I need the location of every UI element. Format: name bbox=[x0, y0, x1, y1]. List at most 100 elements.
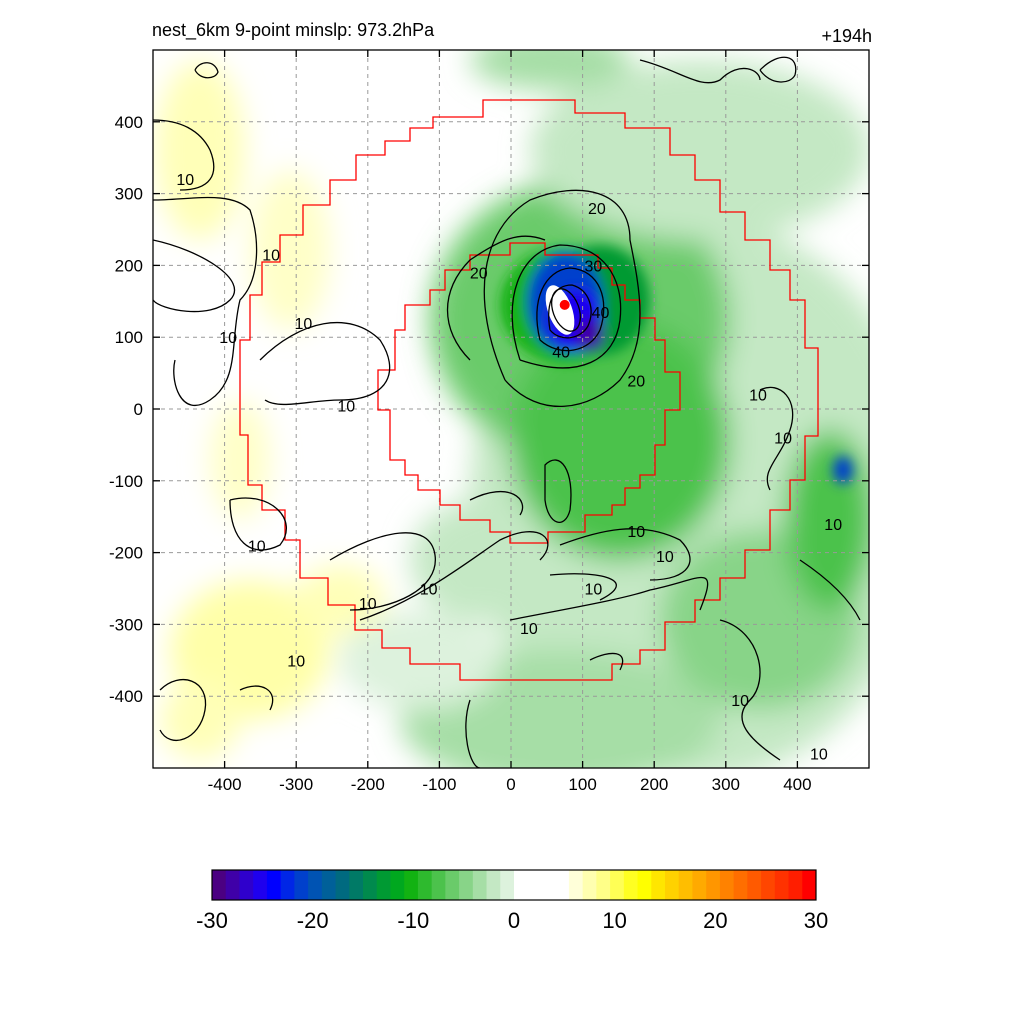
colorbar-tick-label: -10 bbox=[397, 908, 429, 933]
colorbar-swatch bbox=[349, 870, 364, 900]
y-tick-label: -200 bbox=[109, 544, 143, 563]
contour-lines bbox=[153, 56, 861, 768]
contour-label: 10 bbox=[810, 747, 828, 764]
x-tick-label: 400 bbox=[783, 775, 811, 794]
x-tick-label: -300 bbox=[279, 775, 313, 794]
contour-label: 10 bbox=[627, 524, 645, 541]
colorbar-swatch bbox=[266, 870, 282, 900]
contour-label: 10 bbox=[774, 431, 792, 448]
contour-label: 20 bbox=[627, 373, 645, 390]
colorbar-swatch bbox=[280, 870, 295, 900]
colorbar-swatch bbox=[294, 870, 309, 900]
contour-label: 10 bbox=[656, 549, 674, 566]
contour-label: 20 bbox=[470, 266, 488, 283]
colorbar-swatch bbox=[390, 870, 405, 900]
contour-label: 10 bbox=[248, 538, 266, 555]
y-tick-label: -300 bbox=[109, 615, 143, 634]
colorbar-tick-label: -30 bbox=[196, 908, 228, 933]
contour-label: 10 bbox=[294, 316, 312, 333]
x-tick-label: 100 bbox=[568, 775, 596, 794]
colorbar-tick-label: 20 bbox=[703, 908, 727, 933]
contour-label: 20 bbox=[588, 201, 606, 218]
contour-label: 10 bbox=[219, 330, 237, 347]
colorbar-swatch bbox=[308, 870, 323, 900]
colorbar-swatch bbox=[417, 870, 433, 900]
colorbar-swatch bbox=[774, 870, 790, 900]
colorbar-swatch bbox=[541, 870, 556, 900]
colorbar-swatch bbox=[802, 870, 817, 900]
colorbar-swatch bbox=[404, 870, 419, 900]
colorbar-swatch bbox=[568, 870, 584, 900]
y-tick-label: 200 bbox=[115, 256, 143, 275]
x-tick-label: 200 bbox=[640, 775, 668, 794]
colorbar-swatch bbox=[514, 870, 529, 900]
colorbar-swatch bbox=[733, 870, 748, 900]
y-tick-label: -400 bbox=[109, 687, 143, 706]
colorbar-swatch bbox=[637, 870, 652, 900]
y-tick-label: 300 bbox=[115, 185, 143, 204]
contour-label: 10 bbox=[287, 653, 305, 670]
colorbar-swatch bbox=[212, 870, 227, 900]
colorbar-swatch bbox=[445, 870, 460, 900]
colorbar-tick-label: -20 bbox=[297, 908, 329, 933]
contour-label: 10 bbox=[749, 388, 767, 405]
contour-label: 10 bbox=[420, 582, 438, 599]
colorbar-swatch bbox=[225, 870, 240, 900]
colorbar-swatch bbox=[678, 870, 693, 900]
contour-label: 30 bbox=[584, 258, 602, 275]
colorbar-tick-label: 10 bbox=[602, 908, 626, 933]
colorbar-swatch bbox=[472, 870, 488, 900]
colorbar-swatch bbox=[363, 870, 378, 900]
colorbar-tick-label: 30 bbox=[804, 908, 828, 933]
colorbar-swatch bbox=[527, 870, 542, 900]
contour-label: 10 bbox=[824, 517, 842, 534]
colorbar-swatch bbox=[623, 870, 639, 900]
colorbar-swatch bbox=[692, 870, 707, 900]
wind-field bbox=[153, 50, 869, 768]
colorbar-swatch bbox=[706, 870, 721, 900]
contour-label: 10 bbox=[731, 693, 749, 710]
colorbar-swatch bbox=[719, 870, 735, 900]
contour-label: 40 bbox=[552, 345, 570, 362]
x-tick-label: 300 bbox=[712, 775, 740, 794]
colorbar-swatch bbox=[253, 870, 268, 900]
axis-ticks: -400 -300 -200 -100 0 100 200 300 400 400 300 200 10… bbox=[109, 50, 869, 794]
colorbar-swatch bbox=[596, 870, 611, 900]
x-tick-label: -100 bbox=[422, 775, 456, 794]
contour-labels: 20 20 20 30 40 40 10 10 10 10 10 10 10 10 10 10 10 10 10 10… bbox=[176, 172, 842, 763]
x-tick-label: 0 bbox=[506, 775, 515, 794]
colorbar-swatch bbox=[486, 870, 501, 900]
y-tick-label: -100 bbox=[109, 472, 143, 491]
colorbar-swatch bbox=[665, 870, 680, 900]
colorbar-swatch bbox=[555, 870, 570, 900]
contour-label: 10 bbox=[176, 172, 194, 189]
colorbar-swatch bbox=[335, 870, 350, 900]
colorbar-frame bbox=[211, 869, 817, 901]
colorbar-swatch bbox=[239, 870, 254, 900]
y-tick-label: 100 bbox=[115, 328, 143, 347]
colorbar-swatch bbox=[321, 870, 337, 900]
colorbar-swatch bbox=[747, 870, 762, 900]
colorbar-swatch bbox=[376, 870, 391, 900]
contour-label: 10 bbox=[520, 621, 538, 638]
contour-label: 10 bbox=[262, 248, 280, 265]
contour-label: 40 bbox=[592, 305, 610, 322]
colorbar-swatch bbox=[761, 870, 776, 900]
colorbar-swatch bbox=[582, 870, 597, 900]
colorbar-swatch bbox=[788, 870, 803, 900]
y-tick-label: 400 bbox=[115, 113, 143, 132]
colorbar-swatch bbox=[431, 870, 446, 900]
contour-label: 10 bbox=[337, 398, 355, 415]
storm-center-marker bbox=[559, 299, 570, 310]
colorbar-swatch bbox=[500, 870, 515, 900]
colorbar-swatch bbox=[651, 870, 666, 900]
colorbar: -30 -20 -10 0 10 20 30 bbox=[196, 869, 828, 933]
colorbar-swatch bbox=[459, 870, 474, 900]
colorbar-swatch bbox=[610, 870, 625, 900]
contour-label: 10 bbox=[359, 596, 377, 613]
x-tick-label: -200 bbox=[351, 775, 385, 794]
forecast-hour: +194h bbox=[821, 26, 872, 46]
chart-title: nest_6km 9-point minslp: 973.2hPa bbox=[152, 20, 435, 40]
colorbar-tick-label: 0 bbox=[508, 908, 520, 933]
